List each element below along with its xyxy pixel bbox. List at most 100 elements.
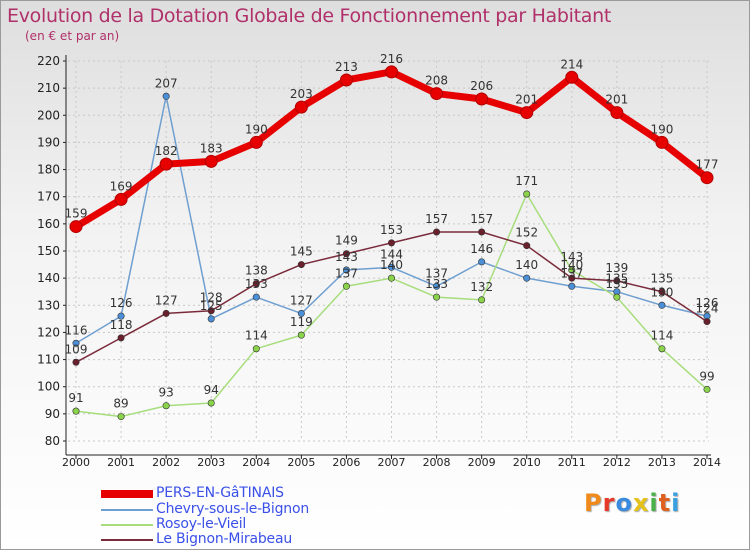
logo-letter: P <box>584 489 603 517</box>
data-point-pers-en-g-tinais <box>69 220 83 234</box>
logo-letter: o <box>615 489 633 517</box>
data-label-rosoy-le-vieil: 119 <box>290 315 313 329</box>
data-point-rosoy-le-vieil <box>523 190 531 198</box>
legend-swatch-rect <box>101 539 153 541</box>
x-tick-label: 2009 <box>468 456 496 469</box>
data-label-chevry-sous-le-bignon: 127 <box>290 293 313 307</box>
data-label-le-bignon-mirabeau: 157 <box>425 212 448 226</box>
data-point-le-bignon-mirabeau <box>658 288 666 296</box>
data-label-pers-en-g-tinais: 214 <box>560 57 583 71</box>
data-label-rosoy-le-vieil: 132 <box>470 280 493 294</box>
data-label-rosoy-le-vieil: 93 <box>159 386 174 400</box>
data-point-pers-en-g-tinais <box>159 157 173 171</box>
data-point-le-bignon-mirabeau <box>117 334 125 342</box>
y-tick-label: 130 <box>37 298 60 312</box>
data-label-rosoy-le-vieil: 114 <box>650 329 673 343</box>
data-label-rosoy-le-vieil: 91 <box>68 391 83 405</box>
data-point-chevry-sous-le-bignon <box>252 293 260 301</box>
data-label-pers-en-g-tinais: 190 <box>650 122 673 136</box>
data-label-chevry-sous-le-bignon: 133 <box>245 277 268 291</box>
data-label-rosoy-le-vieil: 137 <box>335 266 358 280</box>
legend-swatch-rect <box>101 524 153 526</box>
x-tick-label: 2014 <box>693 456 721 469</box>
data-label-le-bignon-mirabeau: 149 <box>335 234 358 248</box>
y-tick-label: 80 <box>45 434 60 448</box>
data-label-rosoy-le-vieil: 143 <box>560 250 583 264</box>
x-tick-label: 2007 <box>378 456 406 469</box>
legend-label-chevry-sous-le-bignon: Chevry-sous-le-Bignon <box>156 501 310 517</box>
data-label-rosoy-le-vieil: 94 <box>204 383 219 397</box>
data-label-pers-en-g-tinais: 216 <box>380 52 403 66</box>
data-point-le-bignon-mirabeau <box>342 250 350 258</box>
y-tick-label: 140 <box>37 271 60 285</box>
data-point-pers-en-g-tinais <box>204 154 218 168</box>
data-label-chevry-sous-le-bignon: 116 <box>65 323 88 337</box>
data-point-chevry-sous-le-bignon <box>72 339 80 347</box>
legend-swatch-chevry <box>101 509 153 511</box>
data-label-rosoy-le-vieil: 114 <box>245 329 268 343</box>
logo-letter: x <box>632 489 650 517</box>
data-label-rosoy-le-vieil: 171 <box>515 174 538 188</box>
data-point-rosoy-le-vieil <box>613 293 621 301</box>
data-label-le-bignon-mirabeau: 127 <box>155 293 178 307</box>
data-point-le-bignon-mirabeau <box>162 309 170 317</box>
data-label-le-bignon-mirabeau: 145 <box>290 245 313 259</box>
x-tick-label: 2006 <box>332 456 360 469</box>
data-point-pers-en-g-tinais <box>475 92 489 106</box>
y-tick-label: 190 <box>37 135 60 149</box>
data-point-chevry-sous-le-bignon <box>433 282 441 290</box>
data-point-rosoy-le-vieil <box>387 274 395 282</box>
data-point-pers-en-g-tinais <box>655 135 669 149</box>
data-point-le-bignon-mirabeau <box>72 358 80 366</box>
data-label-le-bignon-mirabeau: 118 <box>110 318 133 332</box>
data-label-rosoy-le-vieil: 89 <box>113 397 128 411</box>
data-label-pers-en-g-tinais: 177 <box>696 158 719 172</box>
data-point-le-bignon-mirabeau <box>613 277 621 285</box>
data-label-pers-en-g-tinais: 201 <box>605 93 628 107</box>
data-label-pers-en-g-tinais: 169 <box>110 179 133 193</box>
y-tick-label: 180 <box>37 163 60 177</box>
x-tick-label: 2013 <box>648 456 676 469</box>
x-tick-label: 2011 <box>558 456 586 469</box>
data-label-chevry-sous-le-bignon: 207 <box>155 76 178 90</box>
data-label-chevry-sous-le-bignon: 126 <box>696 296 719 310</box>
data-label-pers-en-g-tinais: 182 <box>155 144 178 158</box>
y-tick-label: 210 <box>37 81 60 95</box>
data-point-le-bignon-mirabeau <box>523 242 531 250</box>
data-point-chevry-sous-le-bignon <box>117 312 125 320</box>
y-tick-label: 150 <box>37 244 60 258</box>
data-point-rosoy-le-vieil <box>658 345 666 353</box>
data-label-chevry-sous-le-bignon: 143 <box>335 250 358 264</box>
x-tick-label: 2000 <box>62 456 90 469</box>
data-label-rosoy-le-vieil: 133 <box>425 277 448 291</box>
data-point-pers-en-g-tinais <box>700 171 714 185</box>
proxiti-logo: Proxiti <box>584 489 680 517</box>
data-point-chevry-sous-le-bignon <box>568 282 576 290</box>
data-label-le-bignon-mirabeau: 157 <box>470 212 493 226</box>
data-point-pers-en-g-tinais <box>114 192 128 206</box>
legend-swatch-pers-en-gatinais <box>101 490 153 498</box>
y-tick-label: 170 <box>37 190 60 204</box>
data-point-le-bignon-mirabeau <box>207 307 215 315</box>
data-label-pers-en-g-tinais: 208 <box>425 74 448 88</box>
x-tick-label: 2012 <box>603 456 631 469</box>
data-label-pers-en-g-tinais: 190 <box>245 122 268 136</box>
data-label-pers-en-g-tinais: 206 <box>470 79 493 93</box>
data-label-le-bignon-mirabeau: 140 <box>560 258 583 272</box>
data-point-pers-en-g-tinais <box>610 106 624 120</box>
data-label-pers-en-g-tinais: 159 <box>65 207 88 221</box>
data-point-chevry-sous-le-bignon <box>387 263 395 271</box>
data-point-chevry-sous-le-bignon <box>658 301 666 309</box>
data-point-le-bignon-mirabeau <box>252 280 260 288</box>
data-point-rosoy-le-vieil <box>207 399 215 407</box>
data-point-pers-en-g-tinais <box>339 73 353 87</box>
data-point-pers-en-g-tinais <box>385 65 398 79</box>
data-label-chevry-sous-le-bignon: 135 <box>605 272 628 286</box>
logo-letter: i <box>671 489 681 517</box>
legend-swatch-rosoy <box>101 524 153 526</box>
x-tick-label: 2008 <box>423 456 451 469</box>
data-label-chevry-sous-le-bignon: 144 <box>380 247 403 261</box>
data-label-le-bignon-mirabeau: 124 <box>696 302 719 316</box>
